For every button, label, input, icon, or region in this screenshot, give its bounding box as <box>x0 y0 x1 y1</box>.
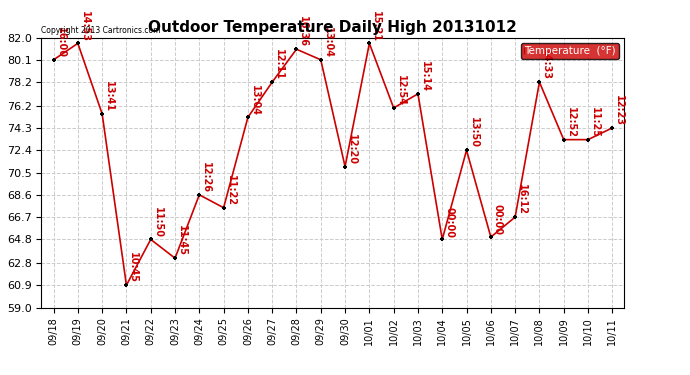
Text: 13:04: 13:04 <box>323 27 333 58</box>
Text: 14:53: 14:53 <box>80 10 90 42</box>
Text: 12:23: 12:23 <box>614 95 624 126</box>
Point <box>558 136 569 142</box>
Point <box>194 192 205 198</box>
Point <box>388 105 400 111</box>
Point <box>315 57 326 63</box>
Point <box>485 234 496 240</box>
Text: 12:20: 12:20 <box>347 134 357 165</box>
Text: 12:11: 12:11 <box>274 50 284 80</box>
Point <box>461 147 472 153</box>
Text: 14:33: 14:33 <box>542 50 551 80</box>
Text: 16:36: 16:36 <box>299 16 308 48</box>
Point <box>339 164 351 170</box>
Point <box>437 236 448 242</box>
Text: 16:12: 16:12 <box>517 184 527 215</box>
Text: 12:26: 12:26 <box>201 162 211 193</box>
Point <box>170 255 181 261</box>
Point <box>364 40 375 46</box>
Point <box>48 57 59 63</box>
Text: 00:00: 00:00 <box>493 204 503 235</box>
Text: 13:04: 13:04 <box>250 85 260 116</box>
Text: 15:14: 15:14 <box>420 61 430 92</box>
Text: Copyright 2013 Cartronics.com: Copyright 2013 Cartronics.com <box>41 26 161 35</box>
Point <box>266 79 277 85</box>
Point <box>291 46 302 52</box>
Point <box>413 91 424 97</box>
Point <box>97 111 108 117</box>
Text: 12:54: 12:54 <box>395 75 406 106</box>
Text: 11:22: 11:22 <box>226 175 235 206</box>
Point <box>218 205 229 211</box>
Text: 12:52: 12:52 <box>566 107 575 138</box>
Point <box>582 136 593 142</box>
Text: 16:00: 16:00 <box>55 27 66 58</box>
Point <box>242 114 253 120</box>
Text: 13:41: 13:41 <box>104 81 114 112</box>
Text: 00:00: 00:00 <box>444 207 454 238</box>
Point <box>607 125 618 131</box>
Point <box>72 40 83 46</box>
Legend: Temperature  (°F): Temperature (°F) <box>522 43 619 59</box>
Text: 10:45: 10:45 <box>128 252 139 284</box>
Point <box>145 236 156 242</box>
Text: 13:50: 13:50 <box>469 117 478 148</box>
Point <box>121 282 132 288</box>
Text: 15:21: 15:21 <box>371 10 382 42</box>
Point <box>510 214 521 220</box>
Text: 11:45: 11:45 <box>177 225 187 256</box>
Text: 11:50: 11:50 <box>152 207 163 238</box>
Text: 11:25: 11:25 <box>590 107 600 138</box>
Title: Outdoor Temperature Daily High 20131012: Outdoor Temperature Daily High 20131012 <box>148 20 518 35</box>
Point <box>534 79 545 85</box>
